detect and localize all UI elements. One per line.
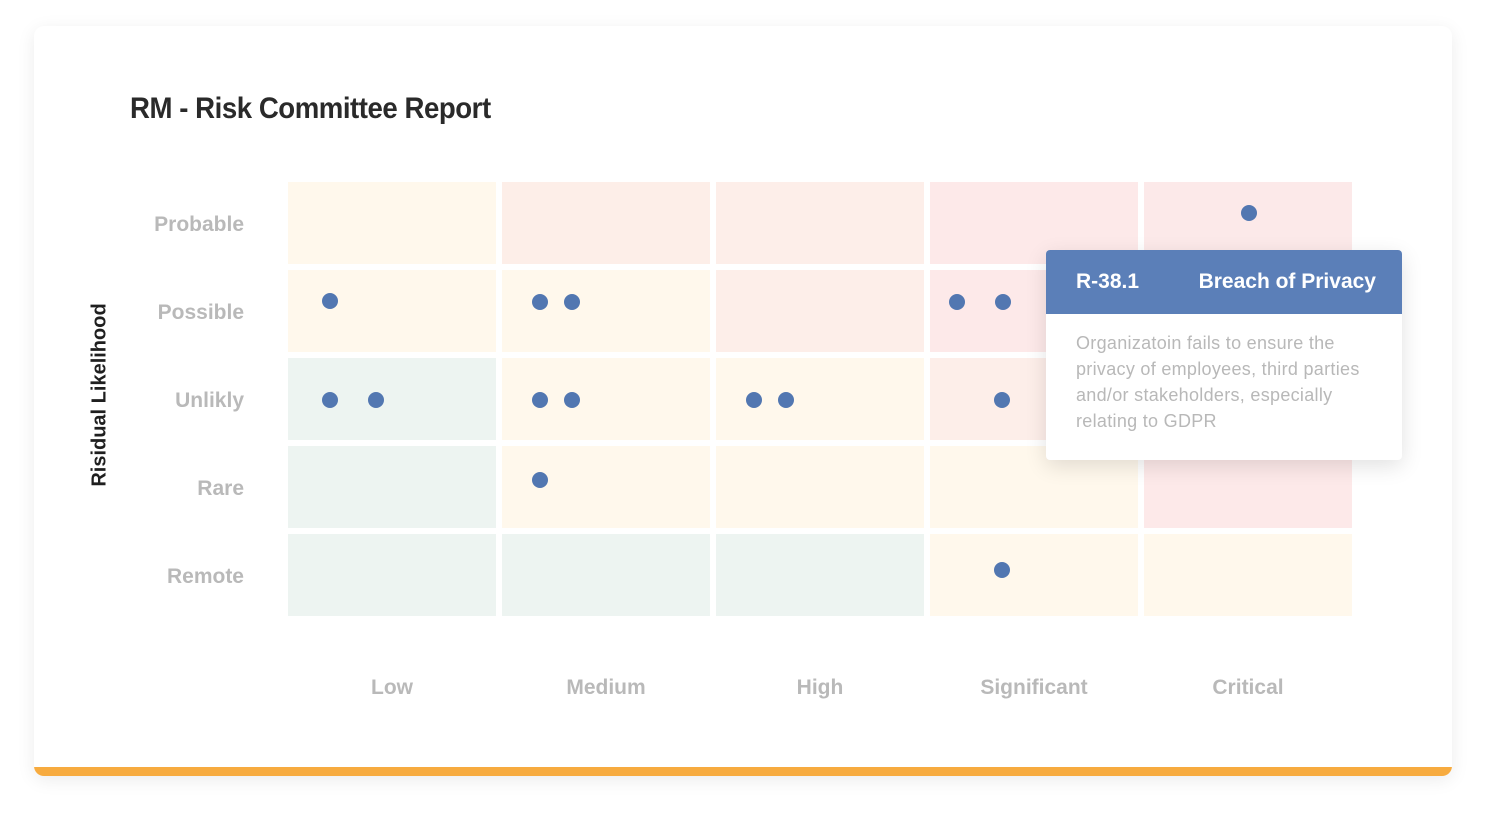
matrix-cell-remote-medium[interactable] <box>502 534 710 616</box>
matrix-cell-unlikly-high[interactable] <box>716 358 924 440</box>
report-title: RM - Risk Committee Report <box>130 92 491 125</box>
risk-dot[interactable] <box>532 472 548 488</box>
matrix-cell-possible-low[interactable] <box>288 270 496 352</box>
risk-dot[interactable] <box>994 562 1010 578</box>
y-tick-label-possible: Possible <box>157 301 244 324</box>
matrix-cell-remote-critical[interactable] <box>1144 534 1352 616</box>
risk-dot[interactable] <box>564 294 580 310</box>
y-tick-label-probable: Probable <box>154 213 244 236</box>
risk-dot[interactable] <box>995 294 1011 310</box>
tooltip-description: Organizatoin fails to ensure the privacy… <box>1076 333 1360 431</box>
matrix-cell-probable-low[interactable] <box>288 182 496 264</box>
matrix-cell-rare-high[interactable] <box>716 446 924 528</box>
risk-tooltip: R-38.1 Breach of Privacy Organizatoin fa… <box>1046 250 1402 460</box>
y-tick-label-remote: Remote <box>166 565 244 588</box>
risk-dot[interactable] <box>322 392 338 408</box>
risk-dot[interactable] <box>322 293 338 309</box>
matrix-cell-unlikly-low[interactable] <box>288 358 496 440</box>
risk-dot[interactable] <box>994 392 1010 408</box>
x-tick-label-critical: Critical <box>1212 676 1284 699</box>
report-card: RM - Risk Committee Report Risidual Like… <box>34 26 1452 776</box>
matrix-cell-remote-significant[interactable] <box>930 534 1138 616</box>
matrix-cell-probable-high[interactable] <box>716 182 924 264</box>
card-accent-bar <box>34 767 1452 776</box>
risk-dot[interactable] <box>1241 205 1257 221</box>
y-tick-label-rare: Rare <box>197 477 244 500</box>
matrix-cell-remote-low[interactable] <box>288 534 496 616</box>
matrix-cell-possible-high[interactable] <box>716 270 924 352</box>
x-tick-label-high: High <box>796 676 844 699</box>
x-tick-label-medium: Medium <box>566 676 646 699</box>
matrix-cell-rare-low[interactable] <box>288 446 496 528</box>
risk-dot[interactable] <box>368 392 384 408</box>
matrix-cell-possible-medium[interactable] <box>502 270 710 352</box>
tooltip-risk-id: R-38.1 <box>1076 270 1140 293</box>
risk-dot[interactable] <box>564 392 580 408</box>
risk-dot[interactable] <box>532 392 548 408</box>
tooltip-risk-name: Breach of Privacy <box>1198 270 1376 293</box>
matrix-cell-unlikly-medium[interactable] <box>502 358 710 440</box>
risk-dot[interactable] <box>949 294 965 310</box>
risk-dot[interactable] <box>746 392 762 408</box>
x-tick-label-low: Low <box>371 676 413 699</box>
risk-dot[interactable] <box>778 392 794 408</box>
tooltip-header: R-38.1 Breach of Privacy <box>1046 250 1402 314</box>
matrix-cell-probable-medium[interactable] <box>502 182 710 264</box>
matrix-cell-rare-medium[interactable] <box>502 446 710 528</box>
x-tick-label-significant: Significant <box>980 676 1088 699</box>
y-tick-label-unlikly: Unlikly <box>175 389 244 412</box>
matrix-cell-remote-high[interactable] <box>716 534 924 616</box>
risk-dot[interactable] <box>532 294 548 310</box>
